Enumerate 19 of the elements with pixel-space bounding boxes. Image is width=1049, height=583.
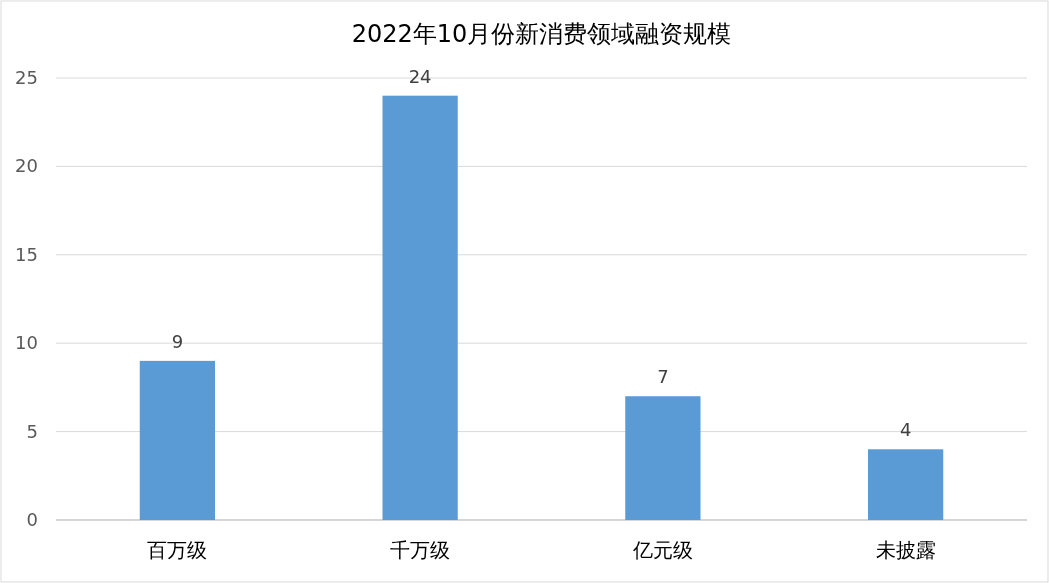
chart-title: 2022年10月份新消费领域融资规模 [351,20,732,48]
y-tick-label: 20 [15,155,38,177]
y-tick-label: 5 [26,420,38,442]
bar [625,396,701,520]
data-label: 4 [899,419,912,441]
x-tick-label: 亿元级 [631,538,693,562]
y-tick-label: 15 [15,243,38,265]
data-label: 9 [171,330,184,352]
x-tick-label: 百万级 [147,538,208,562]
data-label: 7 [657,366,669,388]
bar [139,360,215,520]
bar [382,95,458,520]
y-tick-label: 10 [15,332,38,354]
x-tick-label: 千万级 [390,538,451,562]
y-tick-label: 25 [15,67,38,88]
bar [868,449,944,520]
x-tick-label: 未披露 [875,538,936,562]
data-label: 24 [408,65,432,87]
y-tick-label: 0 [26,509,38,530]
